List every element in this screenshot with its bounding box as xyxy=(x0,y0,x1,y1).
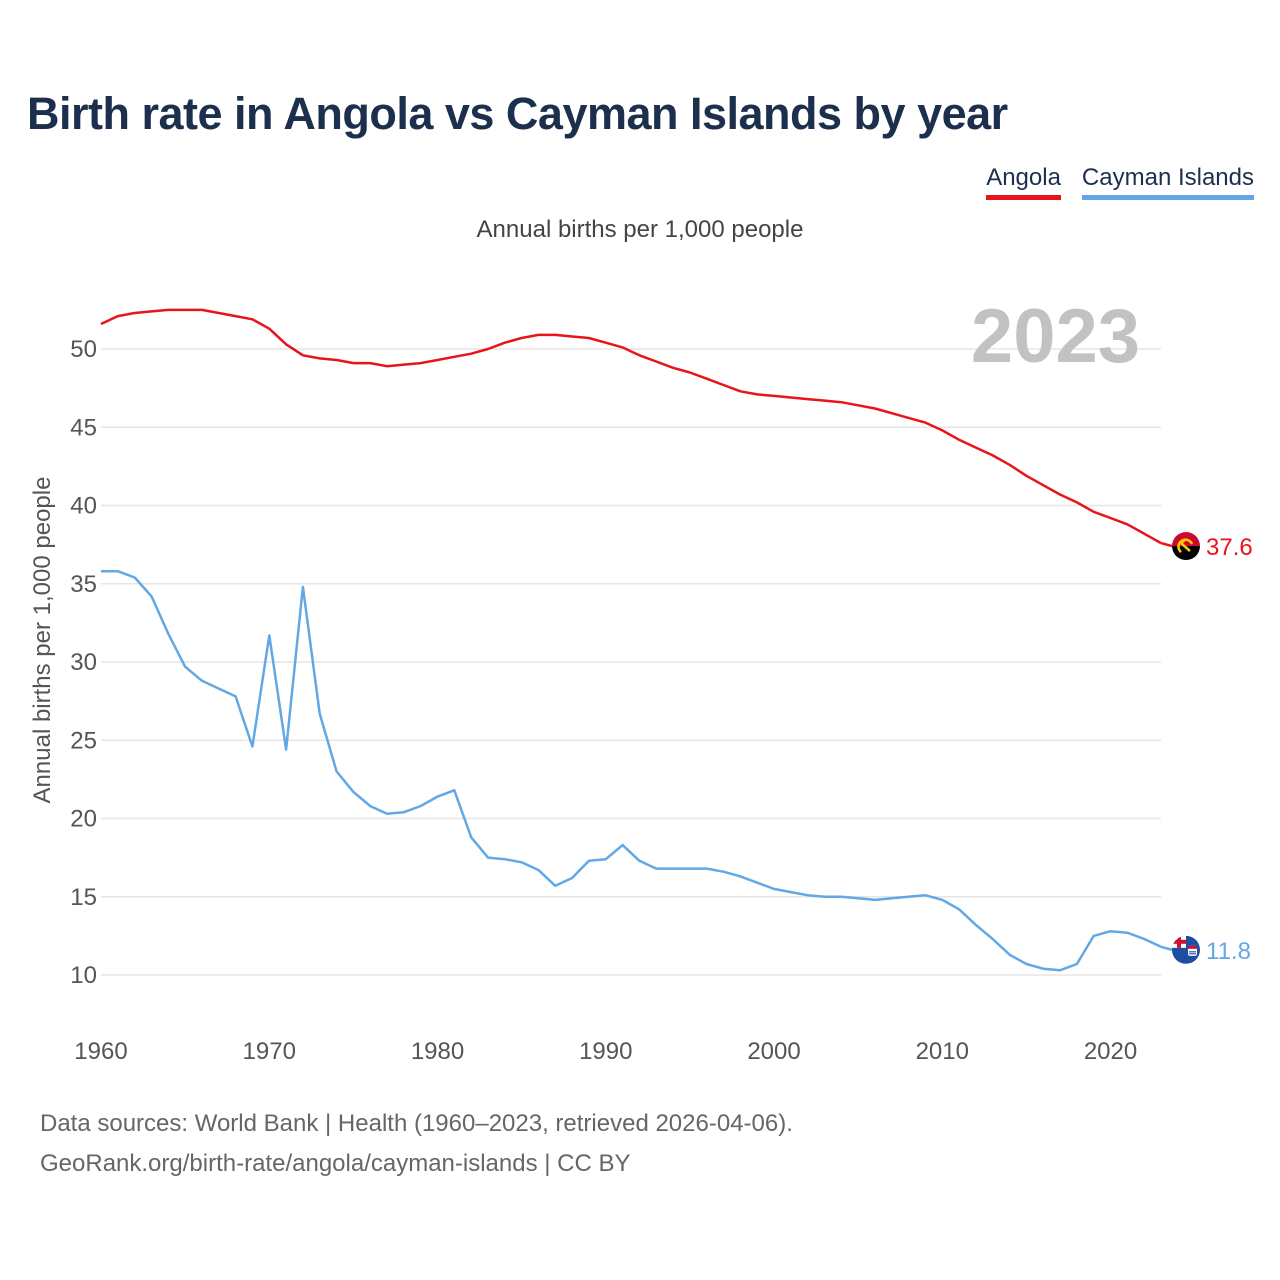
chart-title: Birth rate in Angola vs Cayman Islands b… xyxy=(27,88,1008,139)
cayman-islands-flag-icon xyxy=(1172,935,1200,964)
y-tick-label: 50 xyxy=(70,336,97,363)
data-source-note: Data sources: World Bank | Health (1960–… xyxy=(40,1110,793,1137)
y-tick-label: 20 xyxy=(70,806,97,833)
x-tick-label: 1980 xyxy=(411,1038,464,1065)
y-tick-label: 15 xyxy=(70,884,97,911)
chart-subtitle: Annual births per 1,000 people xyxy=(476,216,804,243)
footer: Data sources: World Bank | Health (1960–… xyxy=(40,1104,793,1184)
series-lines xyxy=(100,308,1162,972)
legend-item-cayman-islands[interactable]: Cayman Islands xyxy=(1081,163,1254,200)
y-tick-label: 40 xyxy=(70,493,97,520)
x-tick-label: 2010 xyxy=(916,1038,969,1065)
end-value-label: 37.6 xyxy=(1206,534,1253,561)
series-line-angola[interactable] xyxy=(100,308,1162,545)
end-connector xyxy=(1160,945,1173,952)
source-url: GeoRank.org/birth-rate/angola/cayman-isl… xyxy=(40,1150,631,1177)
angola-flag-icon xyxy=(1172,532,1200,561)
y-tick-label: 45 xyxy=(70,414,97,441)
end-connector xyxy=(1160,541,1173,548)
legend-item-angola[interactable]: Angola xyxy=(986,163,1061,200)
series-end-markers: 37.6 11.8 xyxy=(1160,532,1253,965)
x-tick-label: 1960 xyxy=(74,1038,127,1065)
end-value-label: 11.8 xyxy=(1206,938,1251,965)
x-tick-label: 1990 xyxy=(579,1038,632,1065)
x-tick-label: 1970 xyxy=(243,1038,296,1065)
y-tick-label: 35 xyxy=(70,571,97,598)
y-axis-label: Annual births per 1,000 people xyxy=(29,477,56,804)
x-tick-label: 2000 xyxy=(747,1038,800,1065)
x-axis-ticks: 1960 1970 1980 1990 2000 2010 2020 xyxy=(74,1038,1137,1065)
y-tick-label: 30 xyxy=(70,649,97,676)
x-tick-label: 2020 xyxy=(1084,1038,1137,1065)
series-line-cayman-islands[interactable] xyxy=(101,569,1162,972)
grid-lines xyxy=(101,348,1161,976)
y-tick-label: 25 xyxy=(70,727,97,754)
year-watermark: 2023 xyxy=(971,294,1140,379)
y-axis-ticks: 10 15 20 25 30 35 40 45 50 xyxy=(70,336,97,989)
y-tick-label: 10 xyxy=(70,962,97,989)
legend: Angola Cayman Islands xyxy=(986,163,1254,200)
